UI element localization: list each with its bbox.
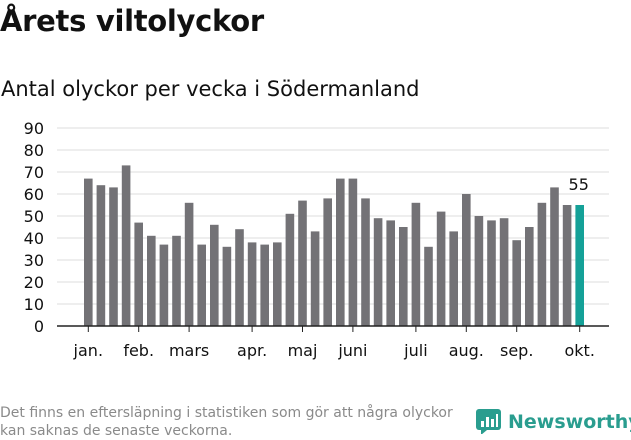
chart-subtitle: Antal olyckor per vecka i Södermanland	[1, 77, 420, 101]
x-tick-label: aug.	[449, 341, 484, 360]
bar	[159, 244, 169, 326]
bar	[96, 185, 106, 326]
y-tick-label: 40	[24, 229, 44, 248]
bar-chart-logo-icon	[476, 409, 501, 434]
x-tick-label: jan.	[73, 341, 103, 360]
bar	[361, 198, 370, 326]
bar	[499, 218, 509, 326]
x-tick-label: sep.	[500, 341, 533, 360]
bar	[323, 198, 332, 326]
bar	[298, 200, 307, 326]
bar	[247, 242, 257, 326]
bar	[210, 224, 219, 326]
bar	[285, 213, 295, 326]
bar	[336, 178, 345, 326]
highlighted-bar	[575, 205, 584, 326]
bar	[474, 216, 484, 326]
bar	[411, 202, 421, 326]
bar	[222, 246, 232, 326]
bar	[260, 244, 269, 326]
bar	[462, 194, 471, 326]
y-tick-label: 20	[24, 273, 44, 292]
x-tick-label: feb.	[123, 341, 154, 360]
y-tick-label: 0	[34, 317, 44, 336]
bar	[235, 229, 244, 326]
bar	[172, 235, 181, 326]
y-tick-label: 10	[24, 295, 44, 314]
x-tick-label: juli	[403, 341, 427, 360]
bar	[273, 242, 282, 326]
highlight-data-label: 55	[569, 175, 589, 194]
bar	[84, 178, 93, 326]
bar	[197, 244, 206, 326]
y-tick-label: 50	[24, 207, 44, 226]
bar	[525, 227, 534, 326]
bar	[184, 202, 194, 326]
x-tick-label: okt.	[564, 341, 594, 360]
bar	[134, 222, 143, 326]
bar	[109, 187, 118, 326]
y-tick-label: 80	[24, 141, 44, 160]
chart-title: Årets viltolyckor	[0, 4, 264, 38]
bar	[424, 246, 433, 326]
x-tick-label: mars	[169, 341, 209, 360]
x-tick-label: apr.	[237, 341, 267, 360]
bar	[436, 211, 446, 326]
x-tick-label: maj	[288, 341, 318, 360]
x-tick-label: juni	[337, 341, 367, 360]
brand-name: Newsworthy	[508, 410, 631, 433]
bar	[537, 202, 547, 326]
bar	[348, 178, 358, 326]
bar	[449, 231, 458, 326]
bar	[373, 218, 383, 326]
y-tick-label: 60	[24, 185, 44, 204]
y-tick-label: 70	[24, 163, 44, 182]
bar	[512, 240, 521, 326]
bar	[562, 205, 572, 326]
footnote: Det finns en eftersläpning i statistiken…	[0, 405, 453, 439]
bar	[487, 220, 496, 326]
bar	[550, 187, 559, 326]
y-tick-label: 90	[24, 119, 44, 138]
bar	[310, 231, 320, 326]
brand-logo[interactable]: Newsworthy	[476, 409, 631, 434]
bar	[399, 227, 408, 326]
bar	[121, 165, 131, 326]
y-tick-label: 30	[24, 251, 44, 270]
bar	[386, 220, 395, 326]
bar	[147, 235, 156, 326]
